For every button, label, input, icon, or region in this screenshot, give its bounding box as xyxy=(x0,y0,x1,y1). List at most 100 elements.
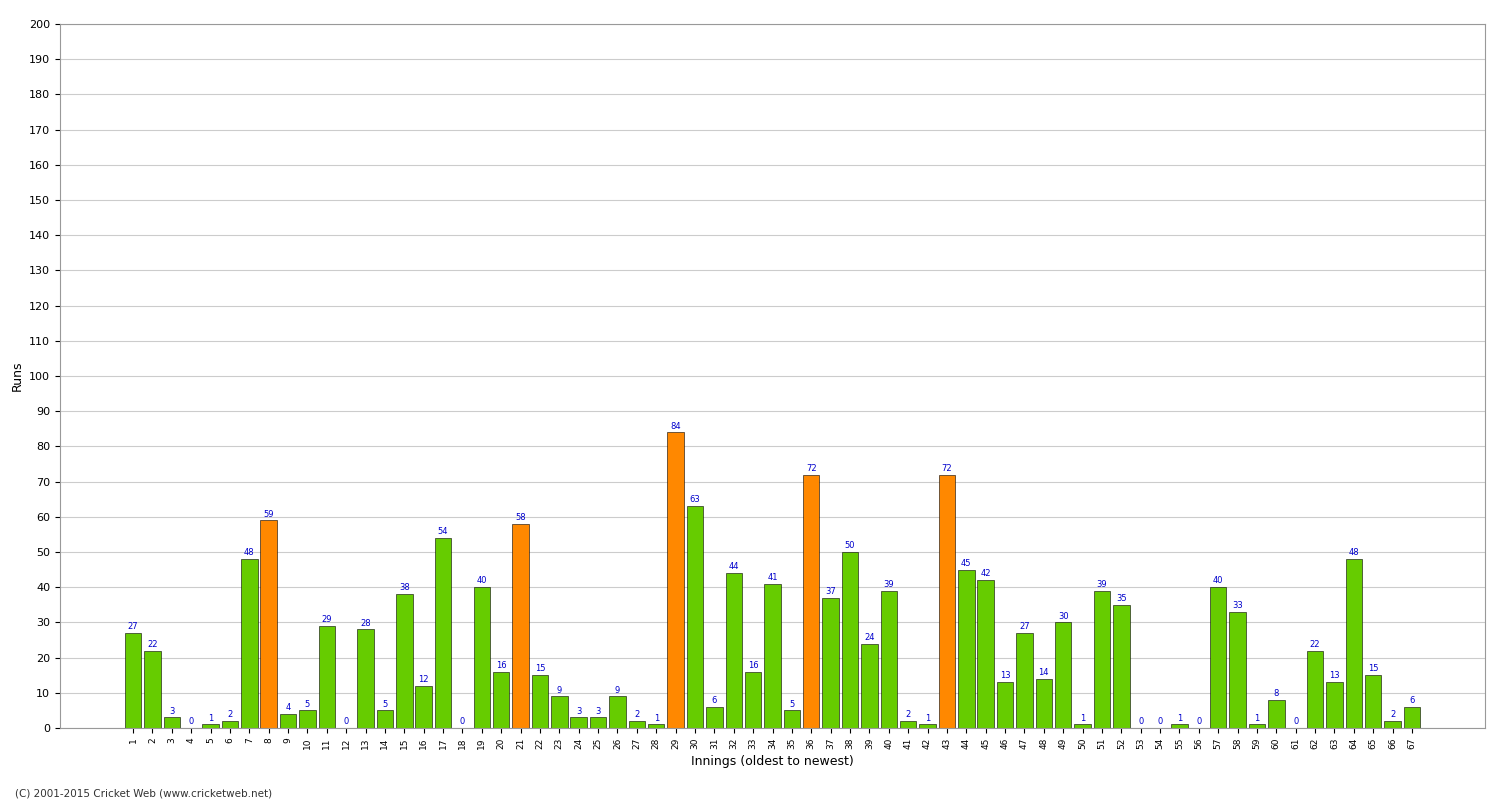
Bar xyxy=(998,682,1014,728)
Bar xyxy=(550,696,567,728)
Text: 24: 24 xyxy=(864,633,874,642)
Bar xyxy=(1094,590,1110,728)
Bar xyxy=(1035,678,1052,728)
X-axis label: Innings (oldest to newest): Innings (oldest to newest) xyxy=(692,754,853,768)
Text: 72: 72 xyxy=(942,464,952,473)
Bar xyxy=(609,696,625,728)
Text: 4: 4 xyxy=(285,703,291,712)
Text: 2: 2 xyxy=(634,710,639,719)
Bar xyxy=(494,672,510,728)
Text: 1: 1 xyxy=(1080,714,1084,722)
Text: 2: 2 xyxy=(1390,710,1395,719)
Bar xyxy=(1365,675,1382,728)
Bar xyxy=(242,559,258,728)
Text: 45: 45 xyxy=(962,559,972,568)
Text: 8: 8 xyxy=(1274,689,1280,698)
Text: 22: 22 xyxy=(147,640,158,649)
Bar xyxy=(1326,682,1342,728)
Text: 0: 0 xyxy=(1293,718,1299,726)
Bar xyxy=(706,707,723,728)
Bar xyxy=(628,721,645,728)
Bar xyxy=(1054,622,1071,728)
Text: 1: 1 xyxy=(1254,714,1260,722)
Bar xyxy=(435,538,451,728)
Text: 1: 1 xyxy=(1178,714,1182,722)
Bar xyxy=(822,598,839,728)
Bar xyxy=(1404,707,1420,728)
Text: 12: 12 xyxy=(419,675,429,684)
Bar xyxy=(746,672,762,728)
Bar xyxy=(1210,587,1227,728)
Bar xyxy=(531,675,548,728)
Text: 9: 9 xyxy=(556,686,562,694)
Text: 54: 54 xyxy=(438,527,448,536)
Text: 42: 42 xyxy=(981,570,992,578)
Text: 3: 3 xyxy=(576,706,582,716)
Text: 5: 5 xyxy=(382,700,387,709)
Text: 0: 0 xyxy=(460,718,465,726)
Text: 27: 27 xyxy=(128,622,138,631)
Bar xyxy=(570,718,586,728)
Text: 16: 16 xyxy=(748,661,759,670)
Bar xyxy=(298,710,315,728)
Bar xyxy=(318,626,334,728)
Text: 13: 13 xyxy=(999,671,1011,681)
Text: 48: 48 xyxy=(1348,548,1359,558)
Bar xyxy=(222,721,238,728)
Bar xyxy=(1230,612,1246,728)
Text: 58: 58 xyxy=(516,513,526,522)
Text: 2: 2 xyxy=(906,710,910,719)
Text: 3: 3 xyxy=(170,706,174,716)
Bar xyxy=(202,725,219,728)
Bar xyxy=(1074,725,1090,728)
Text: 15: 15 xyxy=(534,665,544,674)
Bar xyxy=(978,580,994,728)
Bar xyxy=(861,643,877,728)
Text: 38: 38 xyxy=(399,583,410,593)
Bar xyxy=(920,725,936,728)
Text: 1: 1 xyxy=(926,714,930,722)
Text: (C) 2001-2015 Cricket Web (www.cricketweb.net): (C) 2001-2015 Cricket Web (www.cricketwe… xyxy=(15,788,272,798)
Bar xyxy=(1384,721,1401,728)
Text: 84: 84 xyxy=(670,422,681,430)
Text: 5: 5 xyxy=(789,700,795,709)
Bar xyxy=(648,725,664,728)
Bar xyxy=(726,573,742,728)
Bar xyxy=(1113,605,1130,728)
Text: 13: 13 xyxy=(1329,671,1340,681)
Bar xyxy=(280,714,297,728)
Bar xyxy=(958,570,975,728)
Text: 14: 14 xyxy=(1038,668,1048,677)
Text: 5: 5 xyxy=(304,700,310,709)
Text: 39: 39 xyxy=(884,580,894,589)
Text: 15: 15 xyxy=(1368,665,1378,674)
Text: 29: 29 xyxy=(321,615,332,624)
Text: 63: 63 xyxy=(690,495,700,505)
Bar xyxy=(590,718,606,728)
Bar xyxy=(376,710,393,728)
Text: 37: 37 xyxy=(825,587,836,596)
Bar xyxy=(261,520,278,728)
Text: 50: 50 xyxy=(844,542,855,550)
Text: 22: 22 xyxy=(1310,640,1320,649)
Text: 1: 1 xyxy=(209,714,213,722)
Bar xyxy=(765,584,780,728)
Bar xyxy=(687,506,703,728)
Bar xyxy=(783,710,800,728)
Text: 2: 2 xyxy=(228,710,232,719)
Text: 1: 1 xyxy=(654,714,658,722)
Bar xyxy=(668,432,684,728)
Bar xyxy=(1172,725,1188,728)
Bar xyxy=(416,686,432,728)
Text: 3: 3 xyxy=(596,706,602,716)
Bar xyxy=(144,650,160,728)
Text: 0: 0 xyxy=(344,718,350,726)
Text: 27: 27 xyxy=(1019,622,1029,631)
Text: 30: 30 xyxy=(1058,612,1068,621)
Y-axis label: Runs: Runs xyxy=(10,361,24,391)
Text: 44: 44 xyxy=(729,562,740,571)
Text: 9: 9 xyxy=(615,686,620,694)
Text: 16: 16 xyxy=(496,661,507,670)
Bar xyxy=(842,552,858,728)
Bar xyxy=(513,524,529,728)
